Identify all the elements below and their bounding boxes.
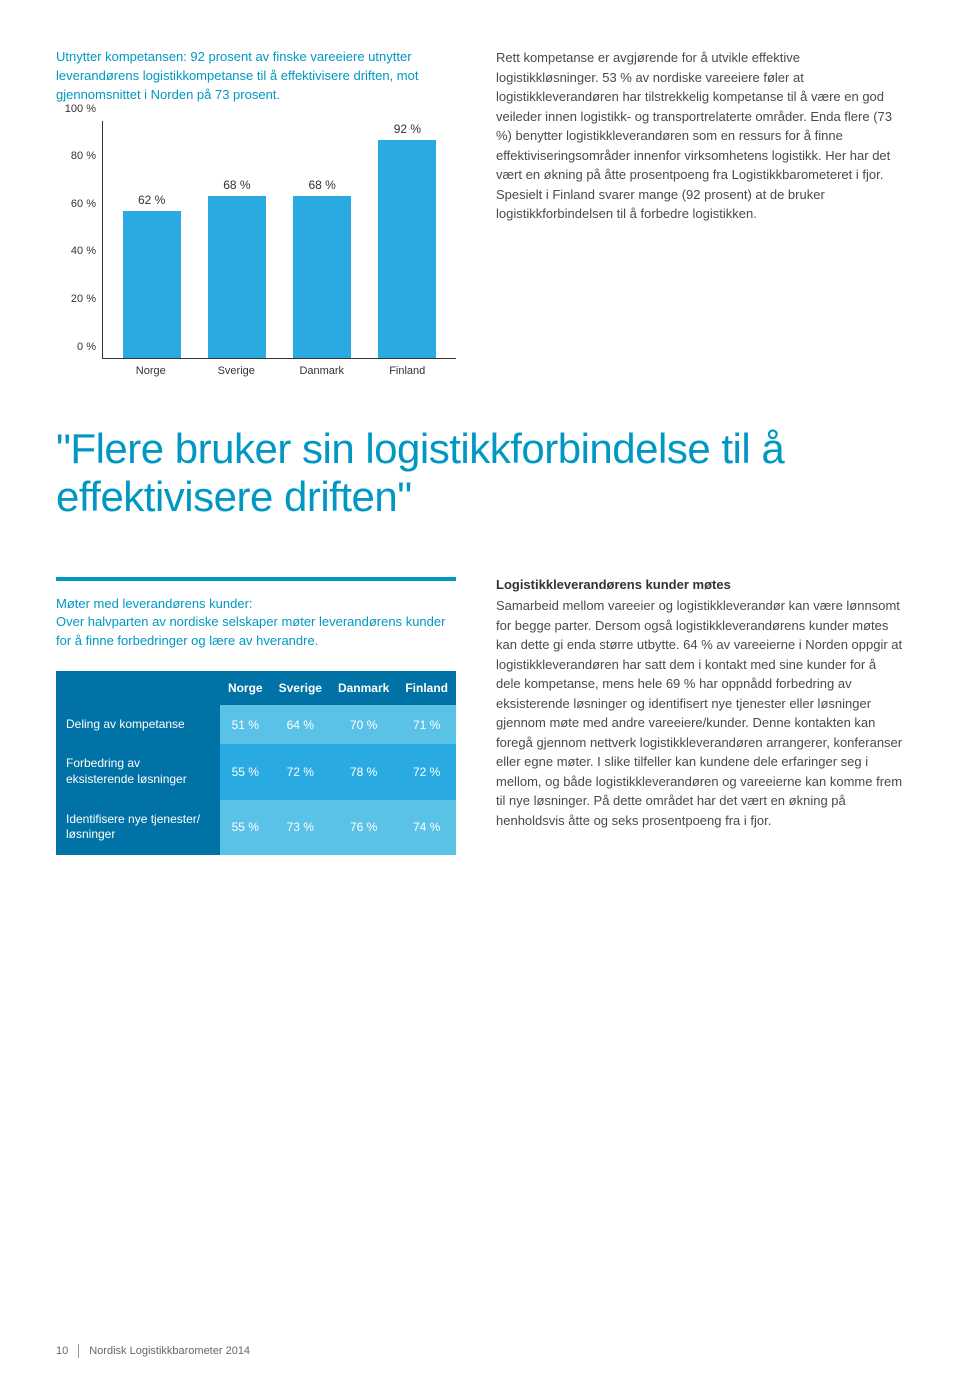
cell: 71 % [397,705,456,745]
bars-container: 62 % 68 % 68 % 92 % [103,121,456,358]
intro-paragraph: Rett kompetanse er avgjørende for å utvi… [496,48,904,224]
chart-title-lead: Utnytter kompetansen: [56,49,187,64]
table-row: Deling av kompetanse 51 % 64 % 70 % 71 % [56,705,456,745]
lower-section: Møter med leverandørens kunder: Over hal… [56,577,904,855]
y-tick: 80 % [71,150,96,162]
y-tick: 100 % [65,103,96,115]
chart-caption: Utnytter kompetansen: 92 prosent av fins… [56,48,456,105]
lower-right-column: Logistikkleverandørens kunder møtes Sama… [496,577,904,855]
y-tick: 0 % [77,341,96,353]
chart-column: Utnytter kompetansen: 92 prosent av fins… [56,48,456,381]
right-text-column: Rett kompetanse er avgjørende for å utvi… [496,48,904,381]
bar-finland: 92 % [378,140,436,358]
bar-label: 68 % [223,178,250,192]
section-body: Samarbeid mellom vareeier og logistikkle… [496,596,904,830]
section-heading: Logistikkleverandørens kunder møtes [496,577,904,592]
table-corner [56,671,220,705]
cell: 76 % [330,800,397,855]
col-header: Finland [397,671,456,705]
x-tick: Sverige [207,361,265,381]
bar-label: 92 % [394,122,421,136]
x-tick: Danmark [293,361,351,381]
bar-label: 68 % [308,178,335,192]
col-header: Norge [220,671,271,705]
col-header: Sverige [271,671,330,705]
cell: 55 % [220,800,271,855]
x-tick: Norge [122,361,180,381]
cell: 73 % [271,800,330,855]
col-header: Danmark [330,671,397,705]
chart-plot: 62 % 68 % 68 % 92 % [102,121,456,359]
y-tick: 20 % [71,293,96,305]
table-caption: Møter med leverandørens kunder: [56,595,456,613]
doc-title: Nordisk Logistikkbarometer 2014 [89,1345,250,1357]
cell: 64 % [271,705,330,745]
y-tick: 60 % [71,198,96,210]
table-description: Over halvparten av nordiske selskaper mø… [56,613,456,651]
cell: 78 % [330,744,397,799]
page-footer: 10 Nordisk Logistikkbarometer 2014 [56,1344,250,1358]
y-tick: 40 % [71,245,96,257]
bar-norge: 62 % [123,211,181,358]
table-row: Forbedring av eksisterende løsninger 55 … [56,744,456,799]
row-label: Identifisere nye tjenester/ løsninger [56,800,220,855]
data-table: Norge Sverige Danmark Finland Deling av … [56,671,456,855]
cell: 55 % [220,744,271,799]
row-label: Forbedring av eksisterende løsninger [56,744,220,799]
bar-danmark: 68 % [293,196,351,357]
pull-quote: "Flere bruker sin logistikkforbindelse t… [56,425,904,522]
table-header-row: Norge Sverige Danmark Finland [56,671,456,705]
x-axis: Norge Sverige Danmark Finland [102,361,456,381]
bar-sverige: 68 % [208,196,266,357]
y-axis: 0 % 20 % 40 % 60 % 80 % 100 % [56,121,100,359]
cell: 51 % [220,705,271,745]
table-title-lead: Møter med leverandørens kunder: [56,596,253,611]
lower-left-column: Møter med leverandørens kunder: Over hal… [56,577,456,855]
cell: 70 % [330,705,397,745]
row-label: Deling av kompetanse [56,705,220,745]
table-row: Identifisere nye tjenester/ løsninger 55… [56,800,456,855]
accent-rule [56,577,456,581]
footer-divider [78,1344,79,1358]
cell: 74 % [397,800,456,855]
cell: 72 % [271,744,330,799]
x-tick: Finland [378,361,436,381]
bar-label: 62 % [138,193,165,207]
cell: 72 % [397,744,456,799]
upper-section: Utnytter kompetansen: 92 prosent av fins… [56,48,904,381]
page-number: 10 [56,1345,68,1357]
bar-chart: 0 % 20 % 40 % 60 % 80 % 100 % 62 % 68 % … [56,121,456,381]
